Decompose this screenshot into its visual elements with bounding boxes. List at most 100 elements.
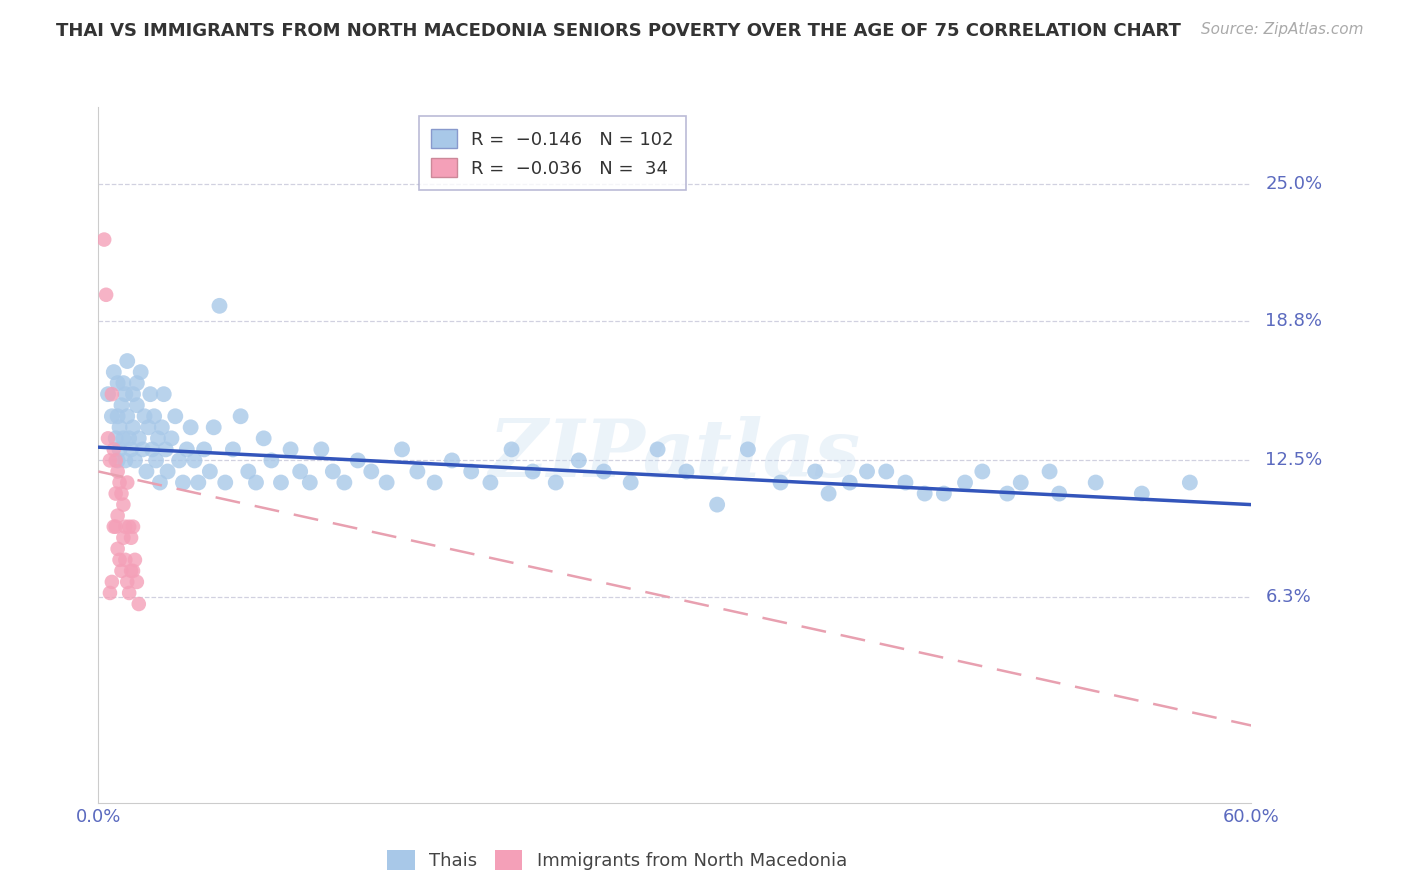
Point bbox=[479, 475, 502, 490]
Point bbox=[112, 376, 135, 391]
Point bbox=[134, 409, 156, 424]
Point bbox=[501, 442, 523, 457]
Point bbox=[117, 475, 138, 490]
Point bbox=[875, 465, 897, 479]
Point bbox=[440, 453, 463, 467]
Point bbox=[172, 475, 194, 490]
Point bbox=[155, 442, 177, 457]
Point bbox=[176, 442, 198, 457]
Point bbox=[138, 420, 160, 434]
Point bbox=[114, 453, 136, 467]
Point bbox=[135, 465, 157, 479]
Point bbox=[333, 475, 356, 490]
Point bbox=[1084, 475, 1107, 490]
Point bbox=[104, 486, 127, 500]
Point bbox=[270, 475, 292, 490]
Point bbox=[311, 442, 333, 457]
Point bbox=[117, 409, 138, 424]
Point bbox=[122, 519, 145, 533]
Point bbox=[238, 465, 260, 479]
Legend: Thais, Immigrants from North Macedonia: Thais, Immigrants from North Macedonia bbox=[380, 843, 855, 877]
Point bbox=[117, 354, 138, 368]
Point bbox=[160, 431, 183, 445]
Point bbox=[620, 475, 643, 490]
Point bbox=[346, 453, 368, 467]
Point bbox=[122, 420, 145, 434]
Point bbox=[290, 465, 312, 479]
Point bbox=[108, 475, 131, 490]
Point bbox=[260, 453, 283, 467]
Point bbox=[110, 398, 132, 412]
Point bbox=[360, 465, 382, 479]
Point bbox=[180, 420, 202, 434]
Point bbox=[149, 475, 172, 490]
Point bbox=[146, 431, 169, 445]
Point bbox=[107, 541, 129, 556]
Point bbox=[125, 574, 148, 589]
Point bbox=[193, 442, 215, 457]
Point bbox=[120, 531, 142, 545]
Text: 6.3%: 6.3% bbox=[1265, 589, 1312, 607]
Point bbox=[108, 420, 131, 434]
Point bbox=[253, 431, 276, 445]
Point bbox=[953, 475, 976, 490]
Point bbox=[406, 465, 429, 479]
Point bbox=[1178, 475, 1201, 490]
Point bbox=[145, 453, 167, 467]
Point bbox=[856, 465, 879, 479]
Point bbox=[737, 442, 759, 457]
Point bbox=[769, 475, 792, 490]
Point bbox=[592, 465, 614, 479]
Point bbox=[544, 475, 567, 490]
Point bbox=[1038, 465, 1062, 479]
Text: THAI VS IMMIGRANTS FROM NORTH MACEDONIA SENIORS POVERTY OVER THE AGE OF 75 CORRE: THAI VS IMMIGRANTS FROM NORTH MACEDONIA … bbox=[56, 22, 1181, 40]
Point bbox=[117, 574, 138, 589]
Point bbox=[122, 564, 145, 578]
Point bbox=[124, 553, 146, 567]
Point bbox=[107, 465, 129, 479]
Point bbox=[222, 442, 245, 457]
Point bbox=[122, 387, 145, 401]
Point bbox=[112, 531, 135, 545]
Point bbox=[94, 287, 117, 301]
Point bbox=[932, 486, 955, 500]
Point bbox=[208, 299, 231, 313]
Point bbox=[104, 453, 127, 467]
Point bbox=[97, 387, 120, 401]
Point bbox=[101, 387, 124, 401]
Point bbox=[110, 486, 132, 500]
Point bbox=[118, 519, 141, 533]
Point bbox=[675, 465, 697, 479]
Point bbox=[103, 442, 125, 457]
Point bbox=[817, 486, 839, 500]
Point bbox=[107, 508, 129, 523]
Point bbox=[156, 465, 179, 479]
Point bbox=[110, 564, 132, 578]
Point bbox=[98, 586, 121, 600]
Point bbox=[131, 442, 153, 457]
Point bbox=[129, 365, 152, 379]
Point bbox=[804, 465, 827, 479]
Point bbox=[108, 442, 131, 457]
Text: Source: ZipAtlas.com: Source: ZipAtlas.com bbox=[1201, 22, 1364, 37]
Point bbox=[647, 442, 669, 457]
Point bbox=[187, 475, 209, 490]
Point bbox=[214, 475, 236, 490]
Point bbox=[128, 597, 150, 611]
Point bbox=[128, 431, 150, 445]
Point bbox=[198, 465, 221, 479]
Point bbox=[98, 453, 121, 467]
Point bbox=[1047, 486, 1070, 500]
Point bbox=[167, 453, 190, 467]
Point bbox=[139, 387, 162, 401]
Point bbox=[391, 442, 413, 457]
Point bbox=[1010, 475, 1032, 490]
Point bbox=[229, 409, 252, 424]
Point bbox=[423, 475, 446, 490]
Text: ZIPatlas: ZIPatlas bbox=[489, 417, 860, 493]
Point bbox=[104, 431, 127, 445]
Point bbox=[93, 233, 115, 247]
Text: 12.5%: 12.5% bbox=[1265, 451, 1323, 469]
Point bbox=[143, 409, 166, 424]
Point bbox=[460, 465, 482, 479]
